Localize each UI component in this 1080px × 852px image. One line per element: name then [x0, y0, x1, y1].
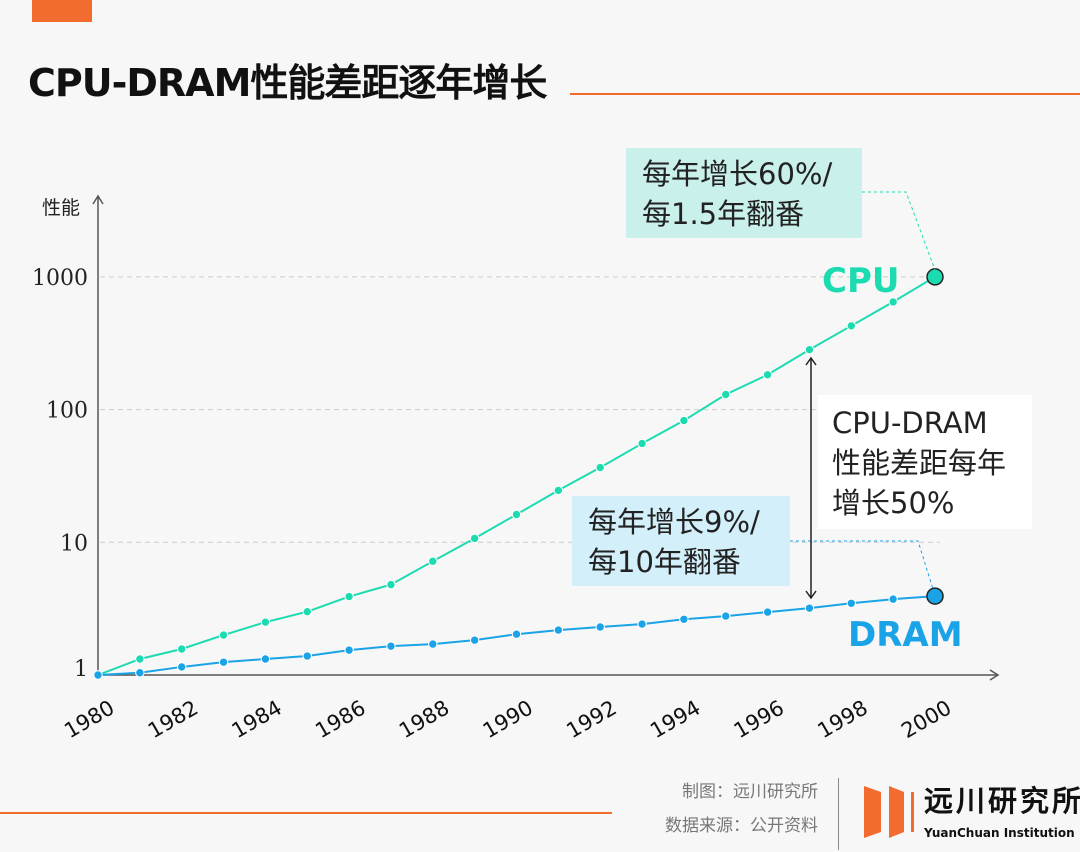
data-point-dram	[553, 625, 564, 635]
data-point-cpu	[846, 321, 856, 331]
accent-bar	[32, 0, 92, 22]
data-point-cpu	[511, 509, 522, 520]
data-point-dram	[218, 657, 229, 667]
arrow-down-icon	[805, 590, 817, 600]
y-axis-label: 性能	[42, 197, 80, 219]
cpu-rate-annotation: 每年增长60%/ 每1.5年翻番	[626, 148, 862, 238]
data-point-dram	[595, 622, 605, 632]
y-tick-label: 1000	[32, 266, 88, 291]
data-point-dram	[302, 651, 312, 661]
data-point-cpu	[135, 654, 145, 664]
data-point-dram	[679, 614, 689, 624]
x-tick-label: 1990	[479, 696, 537, 744]
x-tick-label: 1984	[228, 696, 286, 744]
cpu-rate-line-2: 每1.5年翻番	[642, 197, 805, 231]
data-point-cpu	[762, 370, 773, 380]
data-point-cpu	[260, 617, 271, 627]
footer-separator	[838, 778, 839, 850]
data-point-dram	[762, 607, 773, 617]
y-axis-arrow-icon	[92, 194, 104, 205]
y-tick-label: 100	[46, 399, 88, 424]
logo-text-cn: 远川研究所	[924, 784, 1080, 818]
data-point-cpu	[428, 556, 438, 566]
series-label-cpu: CPU	[822, 261, 899, 301]
cpu-rate-line-1: 每年增长60%/	[642, 157, 833, 191]
data-point-dram	[386, 641, 396, 651]
x-tick-label: 1988	[395, 696, 453, 744]
data-point-dram	[344, 645, 354, 655]
data-point-dram	[135, 668, 145, 678]
logo-text-en: YuanChuan Institution	[924, 826, 1075, 840]
gap-line-1: CPU-DRAM	[832, 406, 988, 440]
arrow-up-icon	[805, 356, 817, 366]
data-point-cpu	[177, 644, 187, 654]
data-point-cpu	[302, 606, 312, 617]
data-point-dram	[926, 587, 944, 605]
data-point-dram	[93, 670, 103, 680]
dram-rate-annotation: 每年增长9%/ 每10年翻番	[572, 496, 790, 586]
data-point-cpu	[595, 462, 605, 473]
dram-rate-line-1: 每年增长9%/	[588, 505, 760, 539]
x-tick-label: 1986	[311, 696, 369, 744]
title-divider	[570, 93, 1080, 95]
x-tick-label: 1998	[814, 696, 872, 744]
data-point-cpu	[888, 297, 898, 307]
footer-divider	[0, 812, 612, 814]
series-label-dram: DRAM	[848, 615, 963, 655]
made-by: 制图：远川研究所	[682, 782, 818, 802]
data-point-dram	[177, 662, 187, 672]
x-tick-label: 1982	[144, 696, 202, 744]
gap-line-3: 增长50%	[832, 486, 955, 520]
data-point-cpu	[804, 344, 815, 355]
y-tick-label: 1	[74, 657, 88, 682]
page-title: CPU-DRAM性能差距逐年增长	[28, 61, 547, 105]
data-source: 数据来源：公开资料	[665, 816, 818, 836]
data-point-dram	[260, 654, 271, 664]
data-point-cpu	[344, 591, 354, 602]
data-point-dram	[721, 611, 731, 621]
data-point-dram	[804, 603, 815, 613]
data-point-cpu	[721, 389, 731, 400]
data-point-dram	[888, 594, 898, 604]
x-tick-label: 1996	[730, 696, 788, 744]
x-tick-label: 2000	[897, 696, 955, 744]
data-point-cpu	[553, 485, 564, 496]
series-line-cpu	[97, 276, 936, 676]
x-tick-label: 1992	[562, 696, 620, 744]
data-point-cpu	[386, 579, 396, 590]
data-point-cpu	[679, 415, 689, 426]
data-point-dram	[469, 635, 480, 645]
x-axis-arrow-icon	[989, 669, 1000, 681]
data-point-cpu	[469, 533, 480, 544]
data-point-cpu	[637, 438, 647, 449]
y-tick-label: 10	[60, 531, 88, 556]
data-point-cpu	[926, 268, 944, 286]
gap-line-2: 性能差距每年	[832, 446, 1007, 480]
x-tick-label: 1980	[60, 696, 118, 744]
data-point-dram	[846, 598, 856, 608]
data-point-dram	[637, 619, 647, 629]
data-point-cpu	[218, 630, 229, 640]
gap-annotation: CPU-DRAM 性能差距每年 增长50%	[818, 395, 1032, 529]
cpu-leader-line	[862, 191, 936, 271]
dram-leader-line	[790, 540, 934, 590]
data-point-dram	[428, 639, 438, 649]
dram-rate-line-2: 每10年翻番	[588, 545, 741, 579]
data-point-dram	[511, 629, 522, 639]
x-tick-label: 1994	[646, 696, 704, 744]
